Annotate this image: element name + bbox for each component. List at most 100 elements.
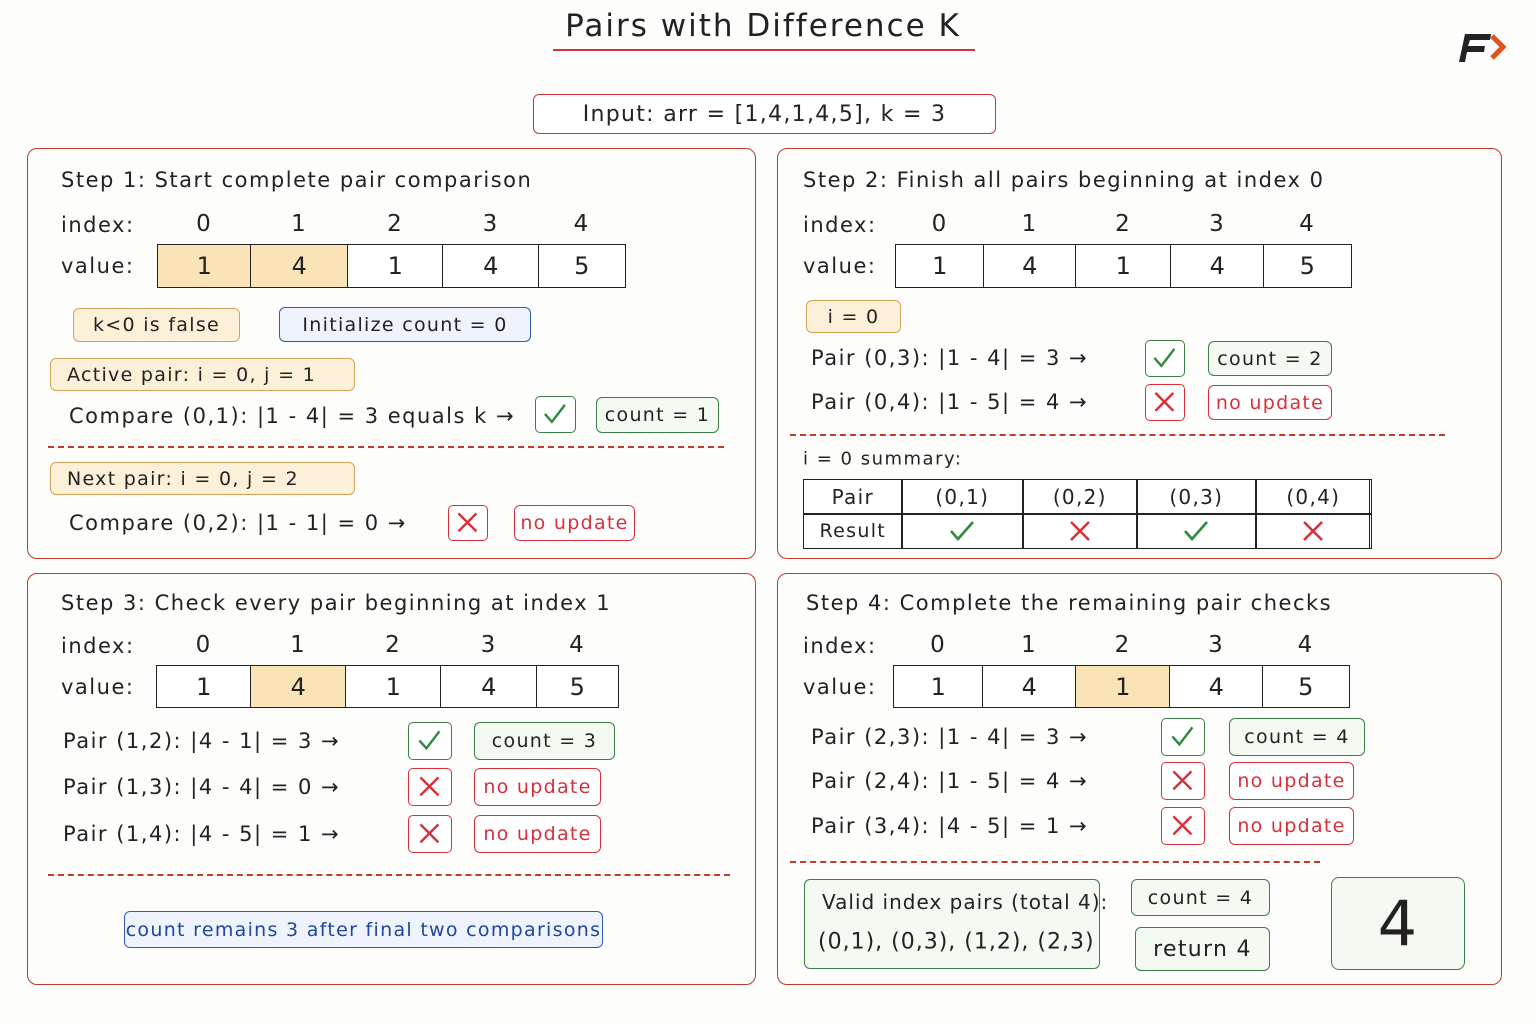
array-cell: 4	[250, 244, 349, 288]
divider	[790, 434, 1445, 436]
array-cell: 4	[442, 244, 540, 288]
logo	[1459, 34, 1507, 62]
badge: no update	[474, 768, 601, 806]
pair-text: Pair (0,4): |1 - 5| = 4 →	[811, 390, 1089, 414]
array-cell: 4	[982, 665, 1077, 708]
array-cell: 4	[440, 665, 538, 708]
table-header: Pair	[803, 479, 903, 515]
check-icon	[408, 722, 452, 760]
array-cell: 4	[1169, 665, 1264, 708]
value-label: value:	[803, 254, 877, 278]
index-number: 0	[196, 211, 211, 237]
pair-text: Pair (0,3): |1 - 4| = 3 →	[811, 346, 1089, 370]
array-cell: 1	[1075, 244, 1172, 288]
cross-icon	[408, 815, 452, 853]
array-cell: 4	[1170, 244, 1265, 288]
table-header: (0,1)	[901, 479, 1024, 515]
badge: count = 4	[1229, 718, 1365, 756]
badge: Initialize count = 0	[279, 307, 531, 342]
value-label: value:	[803, 674, 877, 699]
valid-pairs: (0,1), (0,3), (1,2), (2,3)	[818, 929, 1095, 955]
index-number: 1	[1021, 211, 1037, 237]
check-icon	[1145, 340, 1185, 377]
badge: no update	[1229, 762, 1354, 800]
array-cell: 1	[156, 665, 252, 708]
array-cell: 5	[536, 665, 619, 708]
index-number: 3	[482, 211, 498, 237]
array-cell: 1	[895, 244, 985, 288]
table-cell	[1255, 513, 1372, 549]
value-label: value:	[61, 674, 135, 699]
input-box: Input: arr = [1,4,1,4,5], k = 3	[533, 94, 996, 134]
pair-text: Pair (1,3): |4 - 4| = 0 →	[63, 775, 341, 799]
divider	[48, 874, 730, 876]
answer-box: 4	[1331, 877, 1465, 970]
divider	[790, 861, 1320, 863]
table-cell	[1022, 513, 1138, 549]
compare-text: Compare (0,1): |1 - 4| = 3 equals k →	[69, 404, 516, 428]
table-cell	[901, 513, 1024, 549]
divider	[48, 446, 724, 448]
array-cell: 1	[157, 244, 252, 288]
step-panel	[777, 573, 1502, 985]
array-cell: 1	[345, 665, 442, 708]
table-header: (0,2)	[1022, 479, 1138, 515]
index-number: 4	[569, 632, 584, 658]
index-number: 3	[480, 632, 496, 658]
valid-box	[804, 879, 1100, 969]
cross-icon	[1145, 384, 1185, 421]
badge: count = 2	[1208, 341, 1332, 376]
index-number: 0	[195, 632, 211, 658]
index-number: 4	[1297, 632, 1313, 658]
check-icon	[1161, 718, 1205, 756]
table-header: (0,4)	[1255, 479, 1372, 515]
summary-title: i = 0 summary:	[803, 448, 963, 470]
index-number: 1	[291, 211, 306, 237]
badge: return 4	[1135, 927, 1270, 971]
check-icon	[535, 396, 576, 433]
badge: count = 4	[1131, 879, 1270, 916]
index-number: 2	[387, 211, 402, 237]
index-number: 2	[1114, 632, 1130, 658]
cross-icon	[1161, 762, 1205, 800]
pair-badge: Next pair: i = 0, j = 2	[50, 462, 355, 495]
cross-icon	[408, 768, 452, 806]
index-number: 3	[1209, 211, 1224, 237]
array-cell: 4	[250, 665, 347, 708]
cross-icon	[1161, 807, 1205, 845]
badge: count remains 3 after final two comparis…	[124, 911, 603, 948]
array-cell: 5	[538, 244, 626, 288]
array-cell: 1	[1075, 665, 1171, 708]
step-title: Step 2: Finish all pairs beginning at in…	[803, 168, 1325, 192]
compare-text: Compare (0,2): |1 - 1| = 0 →	[69, 511, 407, 535]
step-title: Step 1: Start complete pair comparison	[61, 168, 533, 192]
valid-title: Valid index pairs (total 4):	[822, 890, 1109, 914]
badge: no update	[1229, 807, 1354, 845]
step-title: Step 3: Check every pair beginning at in…	[61, 591, 612, 615]
pair-text: Pair (2,4): |1 - 5| = 4 →	[811, 769, 1089, 793]
value-label: value:	[61, 254, 135, 278]
badge: k<0 is false	[73, 308, 240, 342]
index-label: index:	[803, 634, 877, 658]
index-number: 1	[290, 632, 305, 658]
badge: count = 3	[474, 722, 615, 760]
index-number: 1	[1021, 632, 1036, 658]
cross-icon	[448, 505, 488, 541]
badge: count = 1	[596, 397, 719, 433]
pair-text: Pair (1,4): |4 - 5| = 1 →	[63, 822, 341, 846]
badge: no update	[1208, 385, 1332, 420]
table-header: (0,3)	[1136, 479, 1257, 515]
step-title: Step 4: Complete the remaining pair chec…	[806, 591, 1333, 615]
index-number: 2	[1115, 211, 1130, 237]
array-cell: 1	[893, 665, 984, 708]
pair-text: Pair (1,2): |4 - 1| = 3 →	[63, 729, 341, 753]
index-label: index:	[803, 213, 877, 237]
badge: no update	[474, 815, 601, 853]
title-underline	[553, 49, 975, 51]
step-panel	[27, 573, 756, 985]
array-cell: 1	[347, 244, 444, 288]
step-panel	[777, 148, 1502, 559]
index-label: index:	[61, 634, 135, 658]
pair-text: Pair (3,4): |4 - 5| = 1 →	[811, 814, 1089, 838]
